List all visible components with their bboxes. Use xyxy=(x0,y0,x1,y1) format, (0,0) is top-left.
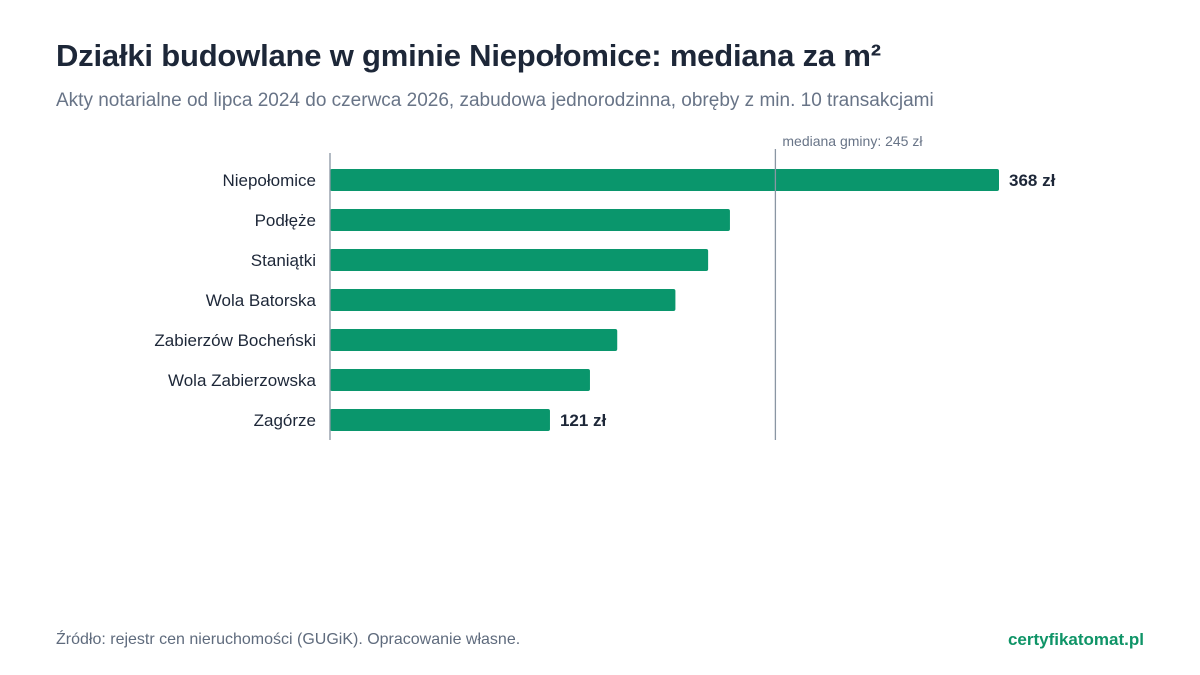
bar-3 xyxy=(330,289,676,311)
category-label-3: Wola Batorska xyxy=(206,291,317,310)
source-note: Źródło: rejestr cen nieruchomości (GUGiK… xyxy=(56,631,521,648)
bar-1 xyxy=(330,209,730,231)
category-label-5: Wola Zabierzowska xyxy=(168,371,317,390)
chart-subtitle: Akty notarialne od lipca 2024 do czerwca… xyxy=(56,90,934,111)
category-label-1: Podłęże xyxy=(255,211,316,230)
bars-layer xyxy=(330,169,999,431)
value-label-6: 121 zł xyxy=(560,411,607,430)
bar-2 xyxy=(330,249,709,271)
category-label-4: Zabierzów Bocheński xyxy=(154,331,316,350)
bar-5 xyxy=(330,369,590,391)
bar-0 xyxy=(330,169,999,191)
bar-4 xyxy=(330,329,618,351)
labels-layer: Niepołomice 368 zł Podłęże Staniątki Wola Ba… xyxy=(154,171,1055,430)
category-label-0: Niepołomice xyxy=(222,171,316,190)
value-label-0: 368 zł xyxy=(1009,171,1056,190)
brand-link[interactable]: certyfikatomat.pl xyxy=(1007,630,1144,649)
bar-6 xyxy=(330,409,550,431)
reference-line-label: mediana gminy: 245 zł xyxy=(782,133,923,149)
category-label-2: Staniątki xyxy=(251,251,316,270)
chart-title: Działki budowlane w gminie Niepołomice: … xyxy=(56,38,881,73)
category-label-6: Zagórze xyxy=(254,411,316,430)
